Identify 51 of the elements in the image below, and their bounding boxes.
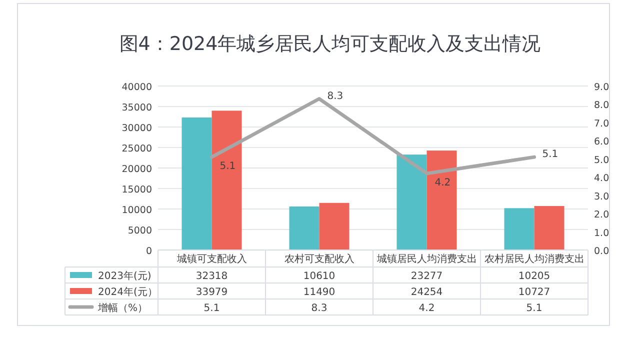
x-tick-label: 农村居民人均消费支出 — [484, 253, 584, 265]
data-label: 4.2 — [418, 303, 435, 314]
bar — [426, 150, 457, 250]
text: 5.1 — [542, 149, 558, 160]
y2-tick-label: 3.0 — [594, 191, 610, 202]
y-tick-label: 35000 — [122, 102, 152, 114]
bar — [534, 206, 564, 250]
text: 4.2 — [434, 177, 451, 188]
y2-tick-label: 9.0 — [594, 82, 610, 93]
data-label: 33979 — [196, 287, 228, 298]
x-tick-label: 农村可支配收入 — [284, 253, 354, 265]
y2-tick-label: 2.0 — [594, 210, 610, 221]
chart-title: 图4：2024年城乡居民人均可支配收入及支出情况 — [119, 33, 541, 55]
legend-label: 2023年(元) — [98, 270, 152, 282]
x-tick-label: 城镇居民人均消费支出 — [376, 253, 477, 265]
y-tick-label: 20000 — [122, 164, 152, 175]
legend-label: 2024年(元） — [98, 286, 158, 298]
data-label: 11490 — [303, 287, 336, 298]
bar — [504, 208, 534, 250]
y2-tick-label: 7.0 — [594, 118, 610, 130]
data-label: 10610 — [303, 271, 336, 282]
bar — [289, 206, 320, 250]
data-label: 23277 — [410, 271, 443, 282]
y-tick-label: 30000 — [122, 123, 152, 134]
y2-tick-label: 4.0 — [594, 173, 610, 184]
bar — [319, 202, 350, 250]
y2-tick-label: 5.0 — [594, 154, 610, 166]
x-tick-label: 城镇可支配收入 — [176, 253, 247, 265]
data-label: 24254 — [410, 287, 443, 298]
text: 8.3 — [327, 90, 344, 102]
y2-tick-label: 1.0 — [594, 228, 610, 239]
y-tick-label: 25000 — [122, 144, 152, 154]
y2-tick-label: 0.0 — [594, 246, 610, 257]
y-tick-label: 0 — [146, 246, 152, 257]
bar — [182, 117, 212, 250]
legend-label: 增幅（%） — [97, 302, 148, 314]
bar — [396, 154, 427, 250]
data-label: 10727 — [518, 287, 550, 298]
y2-tick-label: 8.0 — [594, 100, 610, 112]
bar — [212, 110, 242, 250]
data-label: 10205 — [518, 271, 550, 282]
data-label: 5.1 — [526, 303, 542, 314]
data-label: 8.3 — [311, 303, 328, 314]
y-tick-label: 10000 — [122, 205, 152, 216]
y-tick-label: 15000 — [122, 184, 152, 196]
text: 5.1 — [220, 161, 236, 172]
data-label: 5.1 — [204, 303, 220, 314]
y2-tick-label: 6.0 — [594, 136, 610, 148]
y-tick-label: 40000 — [122, 82, 152, 93]
y-tick-label: 5000 — [128, 226, 152, 236]
data-label: 32318 — [196, 271, 228, 282]
